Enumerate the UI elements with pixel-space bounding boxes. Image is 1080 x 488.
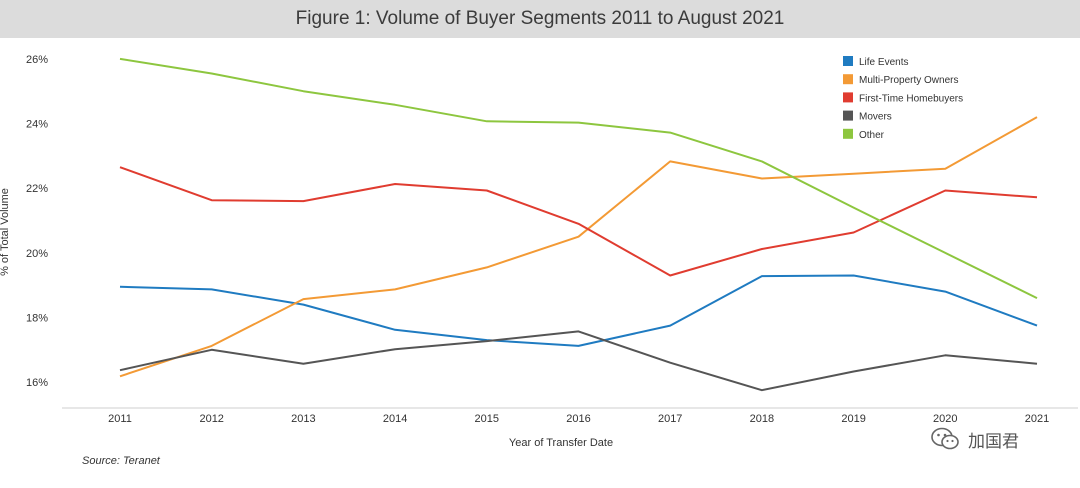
series-line-movers (119, 330, 1038, 392)
series-line-other (119, 57, 1038, 299)
series-line-life-events (119, 274, 1038, 347)
x-tick-label: 2014 (383, 413, 407, 425)
legend-label-life-events: Life Events (859, 57, 908, 68)
x-tick-label: 2013 (291, 413, 315, 425)
x-axis-title: Year of Transfer Date (509, 437, 613, 449)
source-note: Source: Teranet (82, 455, 160, 467)
x-tick-label: 2016 (566, 413, 590, 425)
legend-swatch-multi-property-owners (843, 74, 853, 85)
series-line-multi-property-owners (119, 116, 1038, 378)
chart-title: Figure 1: Volume of Buyer Segments 2011 … (295, 8, 785, 29)
x-tick-label: 2019 (841, 413, 865, 425)
legend-swatch-movers (843, 110, 853, 121)
x-tick-label: 2011 (108, 413, 132, 425)
y-tick-label: 26% (26, 54, 48, 66)
legend-swatch-first-time-homebuyers (843, 92, 853, 103)
y-tick-label: 22% (26, 183, 48, 195)
legend-swatch-life-events (843, 56, 853, 66)
y-tick-label: 24% (26, 119, 48, 131)
legend-swatch-other (843, 128, 853, 139)
x-tick-label: 2020 (933, 413, 957, 425)
chart-title-bar: Figure 1: Volume of Buyer Segments 2011 … (0, 0, 1080, 38)
legend-label-movers: Movers (859, 112, 892, 123)
wechat-icon (931, 427, 959, 450)
x-tick-label: 2012 (199, 413, 223, 425)
x-tick-label: 2018 (750, 413, 774, 425)
series-line-first-time-homebuyers (119, 166, 1038, 277)
legend-label-other: Other (859, 130, 885, 141)
legend-label-first-time-homebuyers: First-Time Homebuyers (859, 93, 963, 104)
x-tick-label: 2015 (475, 413, 499, 425)
y-tick-label: 18% (26, 313, 48, 325)
y-tick-label: 20% (26, 248, 48, 260)
legend-label-multi-property-owners: Multi-Property Owners (859, 75, 958, 86)
y-tick-label: 16% (26, 377, 48, 389)
line-chart: 16% 18% 20% 22% 24% 26% 2011 2012 2013 2014 2015 20… (0, 54, 1078, 449)
x-tick-label: 2017 (658, 413, 682, 425)
y-axis-title: % of Total Volume (0, 188, 11, 276)
watermark: 加国君 (930, 426, 1019, 452)
watermark-text: 加国君 (968, 431, 1019, 451)
x-tick-label: 2021 (1025, 413, 1049, 425)
